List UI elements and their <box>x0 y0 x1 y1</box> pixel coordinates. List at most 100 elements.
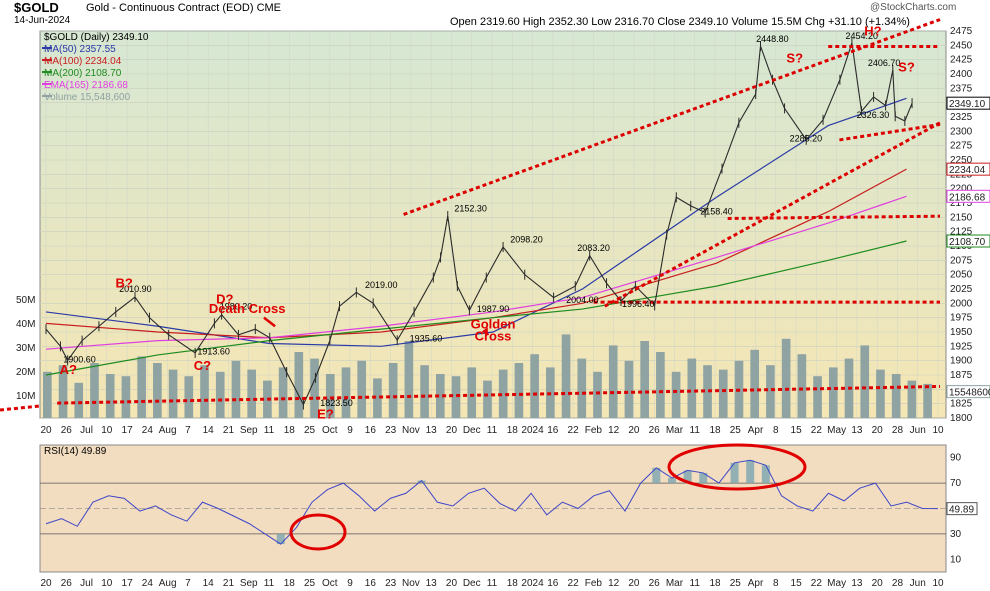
rsi-overbought-fill <box>667 478 676 484</box>
volume-bar <box>530 354 539 418</box>
pattern-annotation: Cross <box>475 329 512 344</box>
price-tick-label: 1975 <box>950 313 973 324</box>
x-tick-label: 26 <box>61 425 73 436</box>
pattern-annotation: S? <box>786 51 803 66</box>
ohlc-summary: Open 2319.60 High 2352.30 Low 2316.70 Cl… <box>450 16 910 28</box>
rsi-x-tick-label: 20 <box>446 578 458 589</box>
x-tick-label: Apr <box>748 425 764 436</box>
volume-bar <box>325 374 335 418</box>
trendline <box>727 214 941 220</box>
price-note: 2010.90 <box>119 284 152 294</box>
rsi-x-tick-label: 18 <box>284 578 296 589</box>
rsi-x-tick-label: Apr <box>748 578 764 589</box>
rsi-x-tick-label: 25 <box>730 578 742 589</box>
x-tick-label: Oct <box>322 425 338 436</box>
price-tick-label: 2125 <box>950 227 973 238</box>
x-tick-label: 14 <box>203 425 215 436</box>
volume-bar <box>357 360 367 418</box>
price-note: 2285.20 <box>790 134 823 144</box>
price-note: 2152.30 <box>454 204 487 214</box>
price-tick-label: 2300 <box>950 126 973 137</box>
rsi-x-tick-label: 7 <box>185 578 191 589</box>
price-tick-label: 2375 <box>950 83 973 94</box>
volume-bar <box>278 367 288 418</box>
volume-bar <box>923 383 932 418</box>
x-tick-label: 22 <box>568 425 580 436</box>
volume-bar <box>153 363 162 418</box>
rsi-tick-label: 30 <box>950 529 962 540</box>
golden-cross-arrow <box>481 327 488 336</box>
rsi-x-tick-label: 26 <box>61 578 73 589</box>
volume-bar <box>200 365 209 418</box>
rsi-x-tick-label: 20 <box>872 578 884 589</box>
rsi-x-tick-label: 18 <box>709 578 721 589</box>
legend-entry: $GOLD (Daily) 2349.10 <box>44 32 149 43</box>
value-tag-label: 15548600 <box>949 388 990 399</box>
volume-axis-label: 30M <box>16 343 35 354</box>
price-tick-label: 1800 <box>950 413 973 424</box>
rsi-x-tick-label: Sep <box>240 578 258 589</box>
x-tick-label: 17 <box>122 425 134 436</box>
rsi-x-tick-label: 11 <box>690 578 701 589</box>
rsi-x-tick-label: Jun <box>910 578 926 589</box>
rsi-x-tick-label: 14 <box>203 578 215 589</box>
volume-bar <box>451 376 461 418</box>
price-tick-label: 2075 <box>950 255 973 266</box>
trendline <box>604 121 941 308</box>
pattern-annotation: A? <box>60 362 77 377</box>
volume-bar <box>168 369 178 418</box>
volume-bar <box>514 363 524 418</box>
volume-bar <box>891 374 901 418</box>
rsi-x-tick-label: Feb <box>585 578 603 589</box>
volume-bar <box>640 341 649 418</box>
volume-bar <box>813 376 822 418</box>
rsi-x-tick-label: 22 <box>568 578 580 589</box>
volume-axis-label: 50M <box>16 295 35 306</box>
x-tick-label: 11 <box>264 425 275 436</box>
pattern-annotation: E? <box>317 407 334 422</box>
volume-bar <box>404 341 414 418</box>
price-note: 2019.00 <box>365 280 398 290</box>
rsi-x-tick-label: 18 <box>507 578 519 589</box>
rsi-x-tick-label: Aug <box>159 578 177 589</box>
x-tick-label: 7 <box>185 425 191 436</box>
volume-bar <box>105 374 115 418</box>
volume-bar <box>561 334 571 418</box>
volume-bar <box>703 365 712 418</box>
rsi-x-tick-label: 15 <box>791 578 803 589</box>
price-note: 1987.90 <box>477 304 510 314</box>
price-note: 1935.60 <box>410 334 443 344</box>
rsi-x-tick-label: 16 <box>547 578 559 589</box>
x-tick-label: 20 <box>628 425 640 436</box>
ticker-symbol: $GOLD <box>14 0 59 15</box>
price-note: 2326.30 <box>857 110 890 120</box>
value-tag-box <box>946 385 990 399</box>
price-tick-label: 1825 <box>950 399 973 410</box>
volume-bar <box>766 365 775 418</box>
x-tick-label: Aug <box>159 425 177 436</box>
volume-bar <box>498 369 508 418</box>
price-tick-label: 1925 <box>950 341 973 352</box>
death-cross-arrow <box>263 316 276 328</box>
rsi-x-tick-label: 11 <box>264 578 275 589</box>
x-tick-label: 18 <box>507 425 519 436</box>
volume-axis-label: 40M <box>16 319 35 330</box>
volume-bar <box>624 360 634 418</box>
pattern-annotation: D? <box>216 291 233 306</box>
volume-bar <box>671 371 681 418</box>
price-tick-label: 2050 <box>950 270 973 281</box>
rsi-x-tick-label: 23 <box>385 578 397 589</box>
volume-bar <box>483 380 492 418</box>
volume-bar <box>231 360 241 418</box>
rsi-x-tick-label: 17 <box>122 578 134 589</box>
rsi-x-tick-label: 10 <box>101 578 113 589</box>
price-tick-label: 2325 <box>950 112 973 123</box>
x-tick-label: 22 <box>811 425 823 436</box>
volume-bar <box>58 365 68 418</box>
rsi-x-tick-label: 8 <box>773 578 779 589</box>
volume-bar <box>121 376 131 418</box>
x-tick-label: 11 <box>690 425 701 436</box>
volume-bar <box>215 371 225 418</box>
x-tick-label: 12 <box>608 425 620 436</box>
